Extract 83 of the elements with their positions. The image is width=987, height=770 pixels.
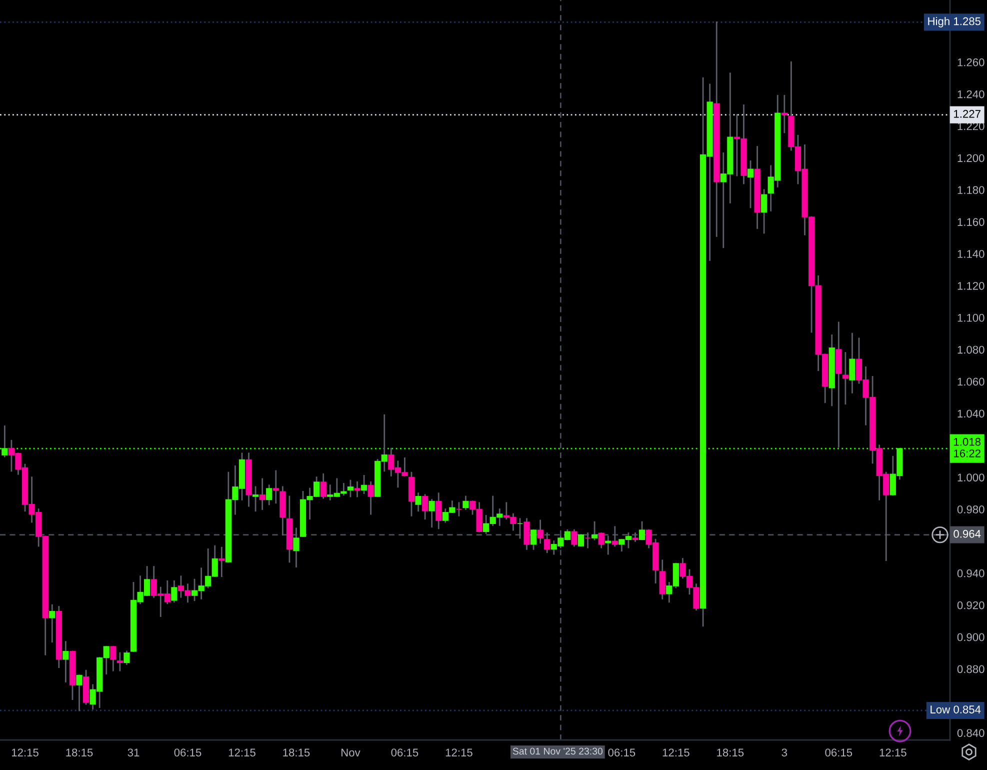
candlestick [252,486,259,512]
candlestick [659,560,666,600]
x-tick-label: 06:15 [391,748,418,756]
candlestick [116,652,123,672]
candlestick [293,528,300,568]
x-tick-label: 3 [782,748,788,756]
candlestick [456,502,462,516]
candlestick [544,532,550,554]
candlestick [62,641,69,682]
y-tick-label: 1.200 [958,154,984,162]
y-tick-label: 1.040 [958,410,984,418]
x-tick-label: 06:15 [608,748,636,756]
candlestick [578,534,584,547]
candlestick [320,473,326,499]
x-tick-label: 12:15 [662,748,690,756]
x-tick-label: 06:15 [174,748,202,756]
x-tick-label: 18:15 [283,748,310,756]
candlestick [266,484,272,506]
ref-line-label: 0.964 [954,530,981,538]
candlestick [171,580,178,603]
candlestick [571,529,578,547]
y-tick-label: 1.140 [958,250,984,258]
candlestick [761,189,768,234]
y-tick-label: 1.160 [958,218,984,226]
candlestick [49,604,56,642]
y-tick-label: 0.980 [957,506,984,514]
candlestick [591,521,598,540]
candlestick [584,532,591,548]
candlestick [462,496,469,510]
candlestick [638,521,646,540]
candlestick [530,529,537,550]
candlestick [422,494,428,520]
y-tick-label: 1.120 [958,282,984,290]
candlestick [598,532,604,548]
x-tick-label: 31 [128,748,140,756]
y-tick-label: 0.880 [957,665,984,674]
candlestick [124,650,130,665]
y-tick-label: 1.260 [958,58,984,66]
ref-line-label: Low 0.854 [930,706,981,714]
y-tick-label: 0.900 [957,633,984,642]
candlestick [360,475,368,494]
x-tick-label: 12:15 [12,748,38,756]
candlestick [110,646,116,672]
y-tick-label: 1.240 [958,90,984,98]
candlestick [368,481,374,515]
candlestick [408,472,415,516]
y-tick-label: 0.840 [957,729,984,737]
y-tick-label: 1.000 [958,474,984,482]
y-tick-label: 1.100 [958,314,984,322]
candlestick [747,160,754,208]
x-tick-label: 12:15 [446,748,472,756]
candlestick [516,518,524,539]
candlestick [259,478,266,510]
y-tick-label: 0.920 [957,601,984,610]
candlestick [428,498,435,528]
x-tick-label: 12:15 [880,748,906,756]
candlestick [632,532,638,542]
candlestick [612,526,618,547]
x-tick-label: 18:15 [717,748,744,756]
x-tick-label: Nov [342,748,360,756]
x-tick-label: 12:15 [228,748,256,756]
ref-line-label: 1.018 16:22 [954,438,981,458]
x-tick-label: 18:15 [66,748,93,756]
candlestick [436,492,442,530]
ref-line-label: 1.227 [954,110,980,118]
candlestick [849,332,856,394]
candlestick [76,674,82,712]
candlestick [537,520,544,544]
candlestick [347,480,354,498]
candlestick [354,481,360,498]
candlestick [524,518,530,550]
ref-line-label: High 1.285 [928,17,981,28]
y-tick-label: 1.060 [958,378,984,386]
y-tick-label: 1.080 [958,346,984,354]
ref-line-label: Sat 01 Nov '25 23:30 [512,748,603,755]
candlestick [842,352,848,405]
y-tick-label: 0.940 [957,569,984,578]
x-tick-label: 06:15 [825,748,852,756]
candlestick [218,546,225,578]
candlestick [415,492,422,512]
y-tick-label: 1.180 [958,186,984,194]
candlestick [836,322,842,448]
candlestick [272,470,279,504]
